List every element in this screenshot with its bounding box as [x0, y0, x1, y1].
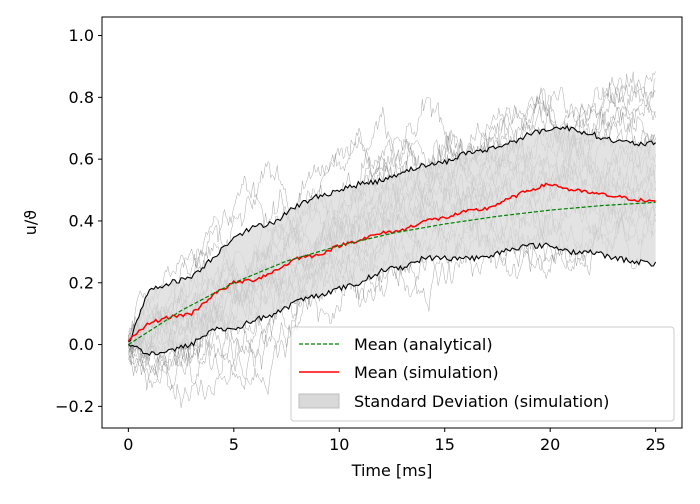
x-tick-label: 5 [229, 435, 239, 454]
x-tick-label: 15 [435, 435, 455, 454]
x-tick-label: 20 [540, 435, 560, 454]
plot-frame [101, 16, 683, 429]
x-tick-label: 25 [645, 435, 665, 454]
series-lines [127, 182, 656, 346]
trajectory-line [128, 71, 656, 391]
y-tick-label: 0.2 [69, 273, 94, 292]
legend-label-std: Standard Deviation (simulation) [354, 392, 609, 411]
std-band-lower [128, 242, 657, 356]
legend: Mean (analytical) Mean (simulation) Stan… [290, 326, 675, 422]
legend-label-analytical: Mean (analytical) [354, 335, 493, 354]
y-tick-label: 1.0 [69, 26, 94, 45]
legend-swatch-std [298, 393, 340, 409]
y-tick-label: 0.4 [69, 211, 94, 230]
y-tick-label: −0.2 [55, 397, 94, 416]
std-band-area [128, 126, 656, 356]
y-tick-label: 0.6 [69, 150, 94, 169]
std-band-upper [128, 124, 656, 343]
y-tick-label: 0.0 [69, 335, 94, 354]
y-axis: −0.2 0.0 0.2 0.4 0.6 0.8 1.0 [55, 26, 102, 416]
x-tick-label: 10 [329, 435, 349, 454]
legend-label-simulation: Mean (simulation) [354, 363, 499, 382]
x-axis: 0 5 10 15 20 25 [123, 428, 666, 454]
x-axis-label: Time [ms] [351, 461, 433, 480]
series-line-analytical [128, 201, 656, 346]
x-tick-label: 0 [123, 435, 133, 454]
legend-box [290, 326, 675, 422]
y-axis-label: u/ϑ [21, 210, 40, 235]
y-tick-label: 0.8 [69, 88, 94, 107]
std-band [128, 124, 657, 356]
